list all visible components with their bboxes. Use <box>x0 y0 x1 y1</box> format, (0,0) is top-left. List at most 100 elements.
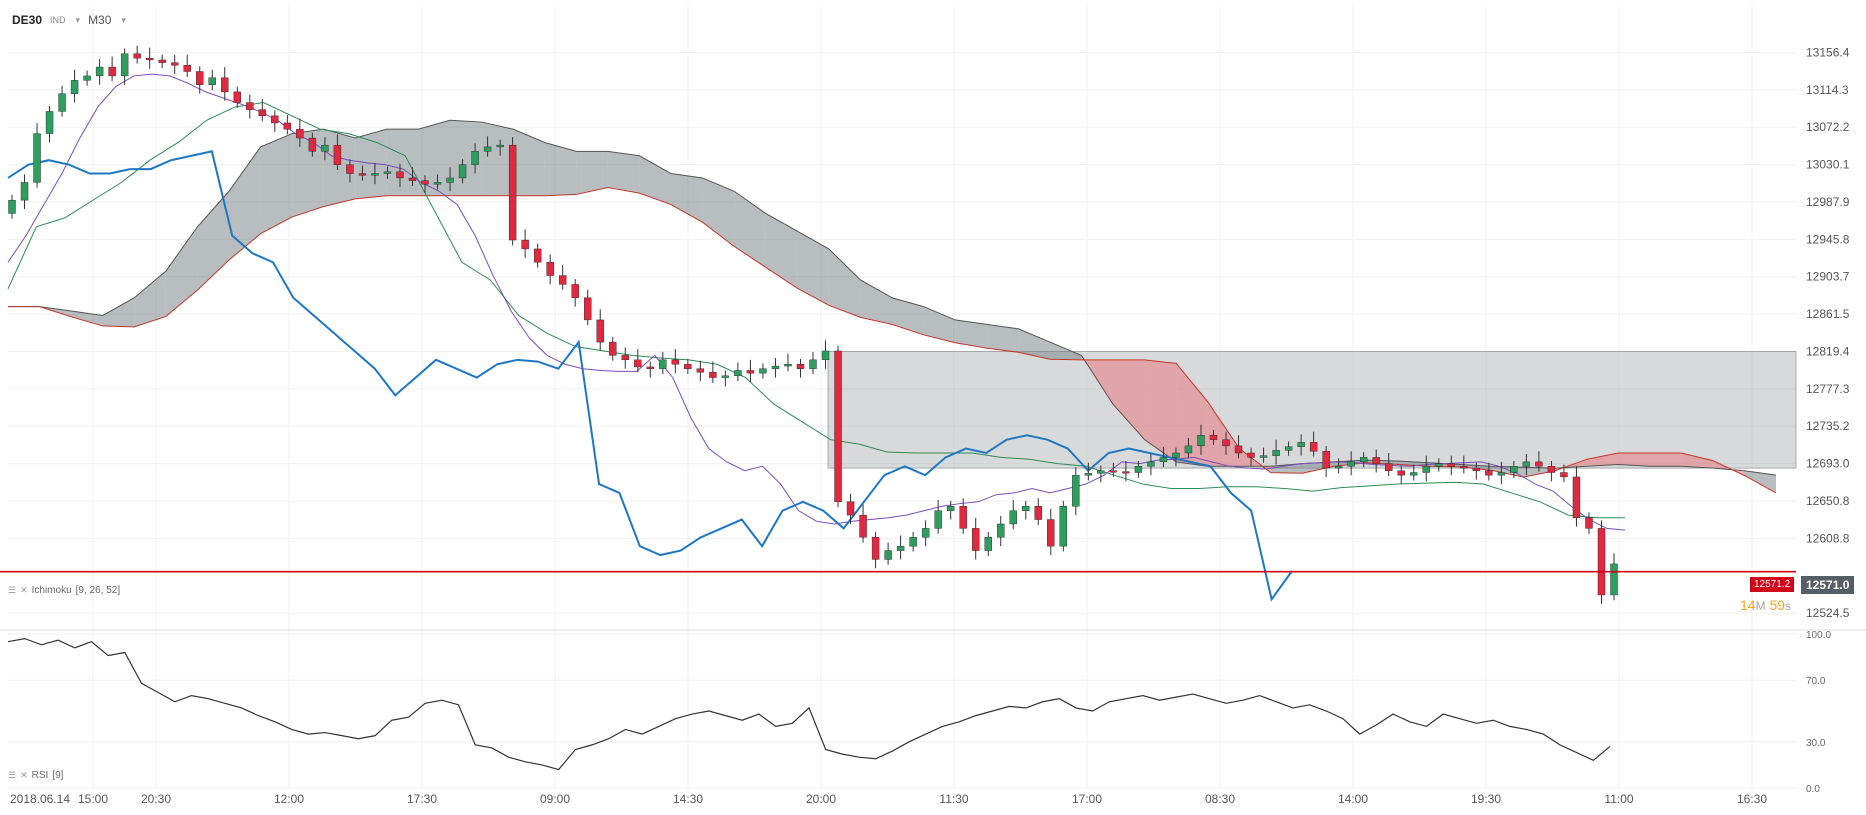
candle-body <box>521 239 529 250</box>
candle-body <box>1172 452 1180 458</box>
kumo-cloud-segment <box>765 213 798 289</box>
candle-body <box>721 375 730 378</box>
candle-body <box>258 109 267 117</box>
y-tick-label: 12987.9 <box>1806 195 1850 209</box>
kumo-cloud-segment <box>923 306 956 343</box>
candle-body <box>458 164 467 179</box>
candle-body <box>596 319 604 343</box>
candle-body <box>1197 435 1205 447</box>
candle-body <box>483 146 492 152</box>
candle-body <box>145 57 154 61</box>
y-tick-label: 12861.5 <box>1806 307 1850 321</box>
kumo-cloud-segment <box>734 191 766 268</box>
kumo-cloud-segment <box>1523 467 1555 478</box>
candle-body <box>884 550 892 560</box>
rsi-close-icon[interactable]: ✕ <box>20 770 28 780</box>
kumo-cloud-segment <box>229 146 261 261</box>
candle-body <box>1247 452 1255 458</box>
kumo-cloud-segment <box>165 226 198 317</box>
candle-body <box>659 359 667 369</box>
chart-toolbar: DE30 IND ▾ M30 ▾ <box>12 10 126 30</box>
candle-body <box>533 248 542 263</box>
kumo-cloud-segment <box>418 120 450 196</box>
candle-body <box>921 528 930 538</box>
kumo-cloud-segment <box>323 129 356 207</box>
x-tick-label: 2018.06.14 <box>10 792 70 806</box>
candle-body <box>1234 445 1243 454</box>
candle-body <box>1284 446 1293 451</box>
rsi-params: [9] <box>52 770 64 781</box>
candle-body <box>871 537 880 560</box>
countdown-minutes: 14 <box>1740 597 1756 613</box>
rsi-menu-icon[interactable]: ☰ <box>8 770 17 780</box>
candle-body <box>296 128 304 139</box>
candle-body <box>1472 467 1481 471</box>
rsi-indicator-label[interactable]: ☰ ✕ RSI [9] <box>8 770 63 781</box>
candle-body <box>133 53 141 59</box>
candle-body <box>634 359 642 368</box>
kumo-cloud-segment <box>197 191 229 291</box>
timeframe-chevron-down-icon[interactable]: ▾ <box>121 14 126 25</box>
price-line-badge: 12571.2 <box>1750 577 1795 592</box>
candle-body <box>671 359 680 365</box>
kijun-sen-line <box>7 102 1625 519</box>
indicator-close-icon[interactable]: ✕ <box>20 585 28 595</box>
symbol-label[interactable]: DE30 <box>12 13 43 27</box>
x-tick-label: 19:30 <box>1471 792 1501 806</box>
candle-body <box>1134 466 1143 473</box>
countdown-seconds-unit: s <box>1785 599 1792 613</box>
candle-body <box>1372 457 1380 464</box>
kumo-cloud-segment <box>134 271 166 327</box>
candle-body <box>1410 472 1418 476</box>
candle-body <box>1485 470 1493 476</box>
symbol-chevron-down-icon[interactable]: ▾ <box>75 14 81 25</box>
candle-body <box>58 93 66 112</box>
kumo-cloud-segment <box>1744 470 1776 493</box>
kumo-cloud-segment <box>576 151 608 195</box>
rsi-line <box>7 638 1611 771</box>
candle-body <box>308 137 317 152</box>
kumo-cloud-segment <box>544 142 577 196</box>
timeframe-selector[interactable]: M30 <box>88 13 112 27</box>
y-tick-label: 12608.8 <box>1806 531 1850 545</box>
candle-body <box>508 144 517 241</box>
candle-body <box>1184 445 1193 454</box>
candle-body <box>1610 563 1618 596</box>
kumo-cloud-segment <box>450 120 482 196</box>
candle-body <box>171 62 179 66</box>
candle-body <box>496 144 504 148</box>
kumo-cloud-segment <box>513 129 545 196</box>
kumo-cloud-segment <box>1144 359 1177 462</box>
kumo-cloud-segment <box>102 297 135 327</box>
candle-body <box>371 173 379 176</box>
candle-body <box>571 284 579 298</box>
candle-body <box>1359 457 1368 463</box>
candle-countdown: 14M 59s <box>1740 597 1791 613</box>
candle-body <box>972 528 980 551</box>
countdown-minutes-unit: M <box>1755 599 1766 613</box>
candle-body <box>1022 506 1030 511</box>
y-tick-label: 13072.2 <box>1806 120 1850 134</box>
rsi-name: RSI <box>31 770 49 781</box>
candle-body <box>1084 473 1093 476</box>
current-price-badge: 12571.0 <box>1801 576 1855 594</box>
candle-body <box>1322 451 1330 469</box>
candle-body <box>1422 466 1430 473</box>
candle-body <box>1347 461 1355 467</box>
candle-body <box>83 75 91 81</box>
indicator-menu-icon[interactable]: ☰ <box>8 585 17 595</box>
candle-body <box>1009 510 1017 525</box>
candle-body <box>959 506 967 529</box>
candle-body <box>333 144 342 165</box>
candle-body <box>621 355 629 361</box>
candle-body <box>208 77 216 85</box>
kumo-cloud-segment <box>386 129 419 196</box>
candle-body <box>859 514 867 538</box>
chikou-span-line <box>7 150 1293 602</box>
candle-body <box>1497 472 1506 476</box>
ichimoku-indicator-label[interactable]: ☰ ✕ Ichimoku [9, 26, 52] <box>8 585 120 596</box>
candle-body <box>1535 461 1543 467</box>
candle-body <box>1122 471 1130 474</box>
kumo-cloud-segment <box>797 231 829 306</box>
